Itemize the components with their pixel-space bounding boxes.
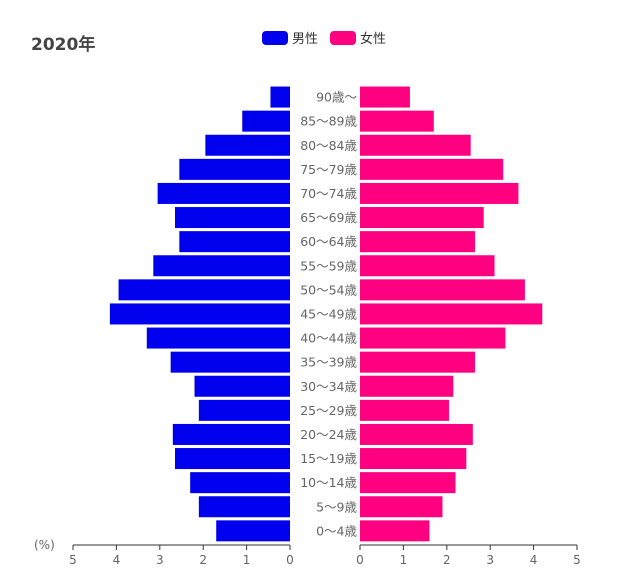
- bar-female-7: [360, 255, 495, 277]
- category-label-11: 35～39歳: [300, 355, 357, 370]
- bar-female-5: [360, 207, 484, 229]
- bar-male-0: [270, 86, 290, 108]
- tick-label-left-5: 0: [286, 553, 294, 567]
- category-label-9: 45～49歳: [300, 306, 357, 321]
- bar-male-1: [242, 110, 290, 132]
- bar-female-3: [360, 158, 504, 180]
- bar-female-17: [360, 496, 443, 518]
- category-label-10: 40～44歳: [300, 331, 357, 346]
- bar-female-12: [360, 375, 454, 397]
- category-label-7: 55～59歳: [300, 258, 357, 273]
- bar-female-16: [360, 472, 456, 494]
- category-label-2: 80～84歳: [300, 138, 357, 153]
- tick-label-left-0: 5: [69, 553, 77, 567]
- bar-male-9: [109, 303, 290, 325]
- category-label-3: 75～79歳: [300, 162, 357, 177]
- bar-male-6: [179, 231, 290, 253]
- category-label-16: 10～14歳: [300, 475, 357, 490]
- bar-male-7: [153, 255, 290, 277]
- legend: 男性 女性: [262, 28, 398, 47]
- tick-label-left-4: 1: [243, 553, 251, 567]
- bar-male-15: [174, 448, 290, 470]
- category-label-5: 65～69歳: [300, 210, 357, 225]
- category-label-12: 30～34歳: [300, 379, 357, 394]
- category-label-0: 90歳～: [316, 90, 357, 105]
- bar-male-10: [146, 327, 290, 349]
- unit-label: (%): [34, 538, 55, 552]
- chart-title: 2020年: [31, 35, 96, 55]
- bar-female-4: [360, 182, 519, 204]
- bar-female-18: [360, 520, 430, 542]
- bar-male-2: [205, 134, 290, 156]
- bar-female-13: [360, 399, 449, 421]
- tick-label-left-3: 2: [199, 553, 207, 567]
- category-label-4: 70～74歳: [300, 186, 357, 201]
- legend-swatch-male: [262, 30, 288, 45]
- tick-label-right-0: 0: [356, 553, 364, 567]
- legend-item-male[interactable]: 男性: [262, 28, 318, 47]
- category-label-1: 85～89歳: [300, 114, 357, 129]
- bar-female-8: [360, 279, 525, 301]
- category-label-18: 0～4歳: [316, 523, 357, 538]
- bar-female-11: [360, 351, 476, 373]
- bar-male-11: [170, 351, 290, 373]
- bar-female-10: [360, 327, 506, 349]
- tick-label-left-1: 4: [113, 553, 121, 567]
- bar-female-0: [360, 86, 410, 108]
- bar-male-16: [190, 472, 290, 494]
- tick-label-right-5: 5: [573, 553, 581, 567]
- bar-female-15: [360, 448, 467, 470]
- legend-swatch-female: [330, 30, 357, 45]
- bar-male-13: [198, 399, 290, 421]
- legend-label-male: 男性: [292, 32, 319, 47]
- tick-label-left-2: 3: [156, 553, 164, 567]
- tick-label-right-4: 4: [530, 553, 538, 567]
- bar-male-18: [216, 520, 290, 542]
- tick-label-right-2: 2: [443, 553, 451, 567]
- category-label-15: 15～19歳: [300, 451, 357, 466]
- bar-male-12: [194, 375, 290, 397]
- category-label-6: 60～64歳: [300, 234, 357, 249]
- tick-label-right-3: 3: [486, 553, 494, 567]
- bar-male-8: [118, 279, 290, 301]
- bar-female-2: [360, 134, 471, 156]
- legend-label-female: 女性: [360, 32, 387, 47]
- bar-male-5: [174, 207, 290, 229]
- category-label-13: 25～29歳: [300, 403, 357, 418]
- bar-female-6: [360, 231, 476, 253]
- bar-female-1: [360, 110, 434, 132]
- tick-label-right-1: 1: [400, 553, 408, 567]
- category-label-8: 50～54歳: [300, 282, 357, 297]
- bar-female-9: [360, 303, 543, 325]
- bar-female-14: [360, 423, 473, 445]
- bar-male-3: [179, 158, 290, 180]
- legend-item-female[interactable]: 女性: [330, 28, 386, 47]
- bar-male-4: [157, 182, 290, 204]
- category-label-17: 5～9歳: [316, 499, 357, 514]
- bar-male-14: [172, 423, 290, 445]
- bar-male-17: [198, 496, 290, 518]
- category-label-14: 20～24歳: [300, 427, 357, 442]
